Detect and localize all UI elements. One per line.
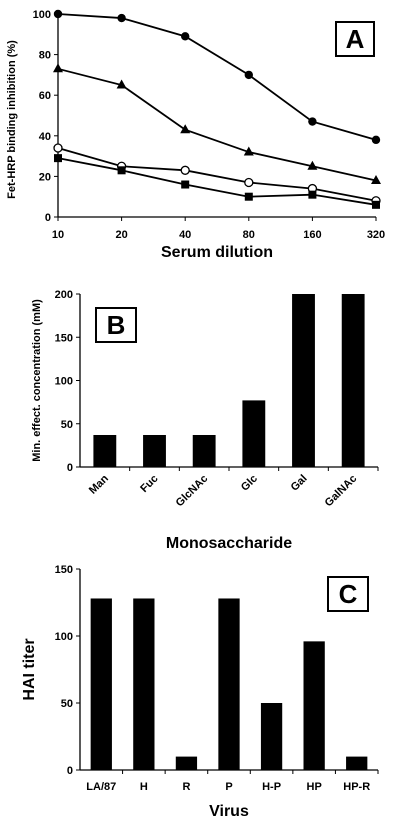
bar-glc <box>242 400 266 467</box>
y-tick-label: 0 <box>45 212 51 224</box>
y-tick-label: 50 <box>61 419 73 431</box>
x-axis-title: Virus <box>209 803 249 820</box>
data-point-filled-square <box>181 180 190 189</box>
x-tick-label: 20 <box>115 229 127 241</box>
x-tick-label: HP <box>307 781 322 793</box>
y-tick-label: 150 <box>55 564 73 576</box>
y-tick-label: 50 <box>61 698 73 710</box>
bar-hp <box>303 641 325 770</box>
y-axis-title: Fet-HRP binding inhibition (%) <box>6 40 18 199</box>
panel-a-line-chart: 0 20 40 60 80 100 10 20 40 80 160 320 Serum dilution… <box>6 9 385 261</box>
data-point-filled-square <box>54 154 62 163</box>
data-point-filled-triangle <box>371 174 381 184</box>
y-tick-label: 150 <box>55 332 73 344</box>
bar-h-p <box>260 703 283 770</box>
y-tick-label: 100 <box>33 9 51 21</box>
y-axis-title: HAI titer <box>21 638 38 700</box>
x-tick-label: GalNAc <box>323 473 360 510</box>
bar-man <box>93 434 117 467</box>
data-point-open-circle <box>53 143 63 153</box>
y-tick-label: 100 <box>55 376 73 388</box>
panel-label-box <box>327 576 369 612</box>
bar-fuc <box>143 434 166 467</box>
panel-c-bar-chart: 0 50 100 150 LA/87 H R P H-P HP HP-R Virus HAI titer… <box>21 564 379 820</box>
x-tick-label: Gal <box>289 473 310 494</box>
x-tick-label: P <box>225 781 232 793</box>
x-tick-label: GlcNAc <box>174 473 211 510</box>
x-tick-label: LA/87 <box>86 781 116 793</box>
data-point-filled-circle <box>308 117 317 126</box>
panel-label: B <box>107 310 126 340</box>
data-point-filled-square <box>244 192 253 201</box>
y-tick-label: 200 <box>55 289 73 301</box>
data-point-filled-circle <box>117 13 126 23</box>
data-point-filled-circle <box>53 9 63 19</box>
panel-b-bar-chart: 0 50 100 150 200 Man Fuc GlcNAc Glc Gal GalNAc Mono… <box>31 289 379 552</box>
data-point-filled-triangle <box>116 79 127 89</box>
y-tick-label: 0 <box>67 462 73 474</box>
data-point-filled-triangle <box>53 63 63 73</box>
data-point-filled-triangle <box>243 146 254 156</box>
x-tick-label: 160 <box>303 229 321 241</box>
bar-hp-r <box>346 756 368 770</box>
series-line-filled-triangle <box>57 67 377 182</box>
panel-label: C <box>339 579 358 609</box>
y-tick-label: 20 <box>39 171 51 183</box>
x-tick-label: H <box>140 781 148 793</box>
panel-label-box <box>335 21 375 57</box>
x-axis-title: Serum dilution <box>161 244 273 261</box>
y-tick-label: 60 <box>39 90 51 102</box>
series-line-open-circle <box>57 147 377 202</box>
bar-r <box>175 756 198 770</box>
series-line-filled-square <box>57 157 377 206</box>
x-tick-label: HP-R <box>343 781 370 793</box>
x-tick-label: R <box>182 781 190 793</box>
series-line-filled-circle <box>57 13 377 141</box>
y-tick-label: 40 <box>39 131 51 143</box>
x-tick-label: Man <box>87 472 111 496</box>
bar-galnac <box>341 294 365 467</box>
x-axis-title: Monosaccharide <box>166 535 292 552</box>
y-tick-label: 80 <box>39 50 51 62</box>
y-axis-title: Min. effect. concentration (mM) <box>31 299 43 462</box>
panel-label: A <box>346 24 365 54</box>
data-point-filled-circle <box>371 135 381 145</box>
bar-la-87 <box>90 598 112 770</box>
data-point-filled-triangle <box>180 124 191 134</box>
x-tick-label: Glc <box>239 473 260 494</box>
x-tick-label: 320 <box>367 229 385 241</box>
x-tick-label: 10 <box>52 229 64 241</box>
data-point-filled-square <box>372 200 380 209</box>
bar-glcnac <box>192 434 216 467</box>
x-tick-label: Fuc <box>138 473 160 495</box>
data-point-filled-circle <box>244 70 253 80</box>
data-point-filled-square <box>117 166 126 175</box>
x-tick-label: 80 <box>243 229 255 241</box>
data-point-filled-square <box>308 190 317 199</box>
bar-gal <box>292 294 315 467</box>
y-tick-label: 0 <box>67 765 73 777</box>
y-tick-label: 100 <box>55 631 73 643</box>
data-point-open-circle <box>180 165 190 175</box>
data-point-filled-circle <box>181 32 190 41</box>
data-point-filled-triangle <box>307 160 318 170</box>
data-point-open-circle <box>244 177 254 188</box>
x-tick-label: 40 <box>179 229 191 241</box>
bar-h <box>133 598 155 770</box>
bar-p <box>218 598 240 770</box>
panel-label-box <box>95 307 137 343</box>
x-tick-label: H-P <box>262 781 281 793</box>
